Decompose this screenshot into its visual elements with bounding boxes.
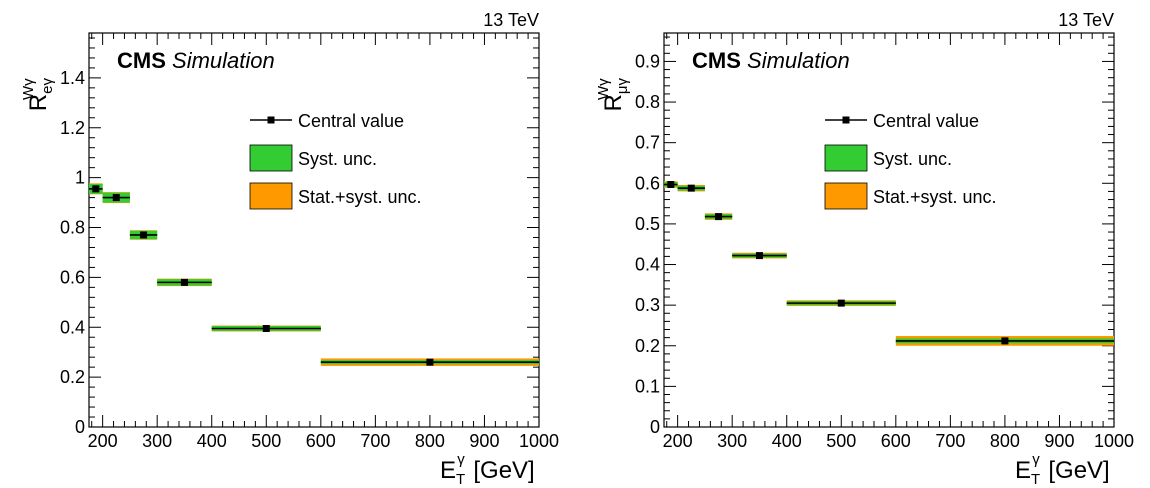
central-value-marker-4	[837, 299, 845, 307]
x-tick-label: 1000	[519, 431, 559, 451]
x-axis-title-base: E	[1015, 457, 1031, 484]
x-tick-label: 300	[717, 431, 747, 451]
y-tick-label: 0.4	[635, 255, 660, 275]
x-axis-title-unit: [GeV]	[1042, 457, 1110, 484]
x-tick-label: 1000	[1094, 431, 1134, 451]
central-value-marker-5	[426, 358, 434, 366]
x-axis-title: ETγ [GeV]	[440, 451, 535, 488]
cms-label: CMS Simulation	[692, 48, 850, 73]
legend-central-marker	[842, 116, 850, 124]
y-tick-label: 0.1	[635, 376, 660, 396]
x-tick-label: 400	[772, 431, 802, 451]
x-axis-title-sub: T	[456, 471, 465, 488]
cms-label-text: CMS	[117, 48, 166, 73]
central-value-marker-5	[1001, 337, 1009, 345]
legend-label-0: Central value	[873, 111, 979, 131]
y-axis-title: ReγWγ	[20, 78, 56, 112]
energy-label: 13 TeV	[483, 10, 539, 30]
simulation-label: Simulation	[172, 48, 275, 73]
central-value-marker-3	[180, 278, 188, 286]
x-tick-label: 800	[415, 431, 445, 451]
y-tick-label: 1	[75, 168, 85, 188]
plot-frame	[663, 32, 1115, 428]
x-tick-label: 700	[935, 431, 965, 451]
central-value-marker-0	[92, 185, 100, 193]
x-tick-label: 900	[1044, 431, 1074, 451]
energy-label: 13 TeV	[1058, 10, 1114, 30]
x-tick-label: 200	[88, 431, 118, 451]
x-tick-label: 900	[469, 431, 499, 451]
plot-frame	[88, 32, 540, 428]
y-tick-label: 0.4	[60, 317, 85, 337]
x-axis-title-base: E	[440, 457, 456, 484]
y-tick-label: 1.2	[60, 118, 85, 138]
x-tick-label: 300	[142, 431, 172, 451]
legend-label-1: Syst. unc.	[298, 149, 377, 169]
x-axis-title-sup: γ	[457, 451, 465, 468]
y-tick-label: 0.6	[635, 173, 660, 193]
central-value-marker-1	[112, 194, 120, 202]
y-tick-label: 1.4	[60, 68, 85, 88]
x-tick-label: 700	[360, 431, 390, 451]
chart-left: 200 300 400 500 600 700 800 900 1000 0 0.2 0.4 0.6 0.…	[20, 10, 559, 488]
simulation-label: Simulation	[747, 48, 850, 73]
chart-right: 200 300 400 500 600 700 800 900 1000 0 0.1 0.2 0.3 0.…	[595, 10, 1134, 488]
legend-stat-syst-swatch	[824, 182, 868, 210]
legend-syst-swatch	[824, 144, 868, 172]
x-tick-label: 500	[826, 431, 856, 451]
y-axis-title-sup: Wγ	[20, 78, 37, 100]
y-axis-title-base: R	[25, 94, 52, 111]
x-tick-label: 800	[990, 431, 1020, 451]
y-axis-title-sub: μγ	[614, 78, 631, 95]
legend-stat-syst-swatch	[249, 182, 293, 210]
x-axis-title-sub: T	[1031, 471, 1040, 488]
central-value-marker-1	[687, 184, 695, 192]
legend-label-2: Stat.+syst. unc.	[873, 187, 997, 207]
x-tick-label: 600	[306, 431, 336, 451]
cms-label: CMS Simulation	[117, 48, 275, 73]
central-value-marker-0	[667, 181, 675, 189]
y-tick-label: 0.7	[635, 133, 660, 153]
y-axis-title: RμγWγ	[595, 78, 631, 112]
central-value-marker-3	[755, 252, 763, 260]
legend-label-2: Stat.+syst. unc.	[298, 187, 422, 207]
x-tick-label: 500	[251, 431, 281, 451]
y-tick-label: 0.2	[635, 336, 660, 356]
x-axis-title-sup: γ	[1032, 451, 1040, 468]
y-tick-label: 0.8	[635, 92, 660, 112]
y-axis-title-sup: Wγ	[595, 78, 612, 100]
y-tick-label: 0.5	[635, 214, 660, 234]
legend-central-marker	[267, 116, 275, 124]
x-axis-title: ETγ [GeV]	[1015, 451, 1110, 488]
x-tick-label: 600	[881, 431, 911, 451]
x-axis-title-unit: [GeV]	[467, 457, 535, 484]
central-value-marker-4	[262, 325, 270, 332]
y-tick-label: 0	[75, 417, 85, 437]
cms-label-text: CMS	[692, 48, 741, 73]
x-tick-label: 400	[197, 431, 227, 451]
legend-label-1: Syst. unc.	[873, 149, 952, 169]
y-axis-title-base: R	[600, 94, 627, 111]
x-tick-label: 200	[663, 431, 693, 451]
y-tick-label: 0.3	[635, 295, 660, 315]
central-value-marker-2	[140, 231, 148, 239]
y-axis-title-sub: eγ	[39, 78, 56, 94]
y-tick-label: 0.8	[60, 218, 85, 238]
y-tick-label: 0.6	[60, 267, 85, 287]
y-tick-label: 0	[650, 417, 660, 437]
legend-syst-swatch	[249, 144, 293, 172]
y-tick-label: 0.2	[60, 367, 85, 387]
central-value-marker-2	[715, 213, 723, 221]
legend-label-0: Central value	[298, 111, 404, 131]
y-tick-label: 0.9	[635, 51, 660, 71]
